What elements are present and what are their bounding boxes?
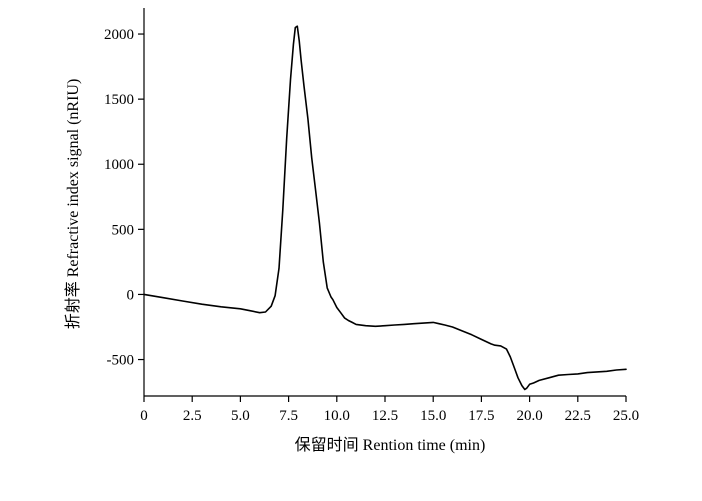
x-tick-label: 7.5 [279,408,298,424]
y-axis-title: 折射率 Refractive index signal (nRIU) [64,79,82,330]
y-tick-label: -500 [107,353,135,369]
x-tick-label: 2.5 [183,408,202,424]
axes [143,8,626,397]
x-tick-label: 17.5 [468,408,494,424]
x-tick-label: 12.5 [372,408,398,424]
x-tick-label: 25.0 [613,408,639,424]
x-tick-label: 10.0 [324,408,350,424]
y-ticks: -500 0 500 1000 1500 2000 [104,27,144,369]
y-tick-label: 2000 [104,27,134,43]
x-tick-label: 0 [140,408,148,424]
y-tick-label: 1500 [104,92,134,108]
x-axis-title: 保留时间 Rention time (min) [295,436,486,454]
y-tick-label: 0 [127,287,135,303]
y-tick-label: 500 [112,222,135,238]
x-tick-label: 22.5 [565,408,591,424]
x-tick-label: 15.0 [420,408,446,424]
y-tick-label: 1000 [104,157,134,173]
x-tick-label: 5.0 [231,408,250,424]
series-line [143,25,627,391]
x-tick-label: 20.0 [516,408,542,424]
x-ticks: 0 2.5 5.0 7.5 10.0 12.5 15.0 17.5 20.0 22.5 25.0 [140,396,639,424]
